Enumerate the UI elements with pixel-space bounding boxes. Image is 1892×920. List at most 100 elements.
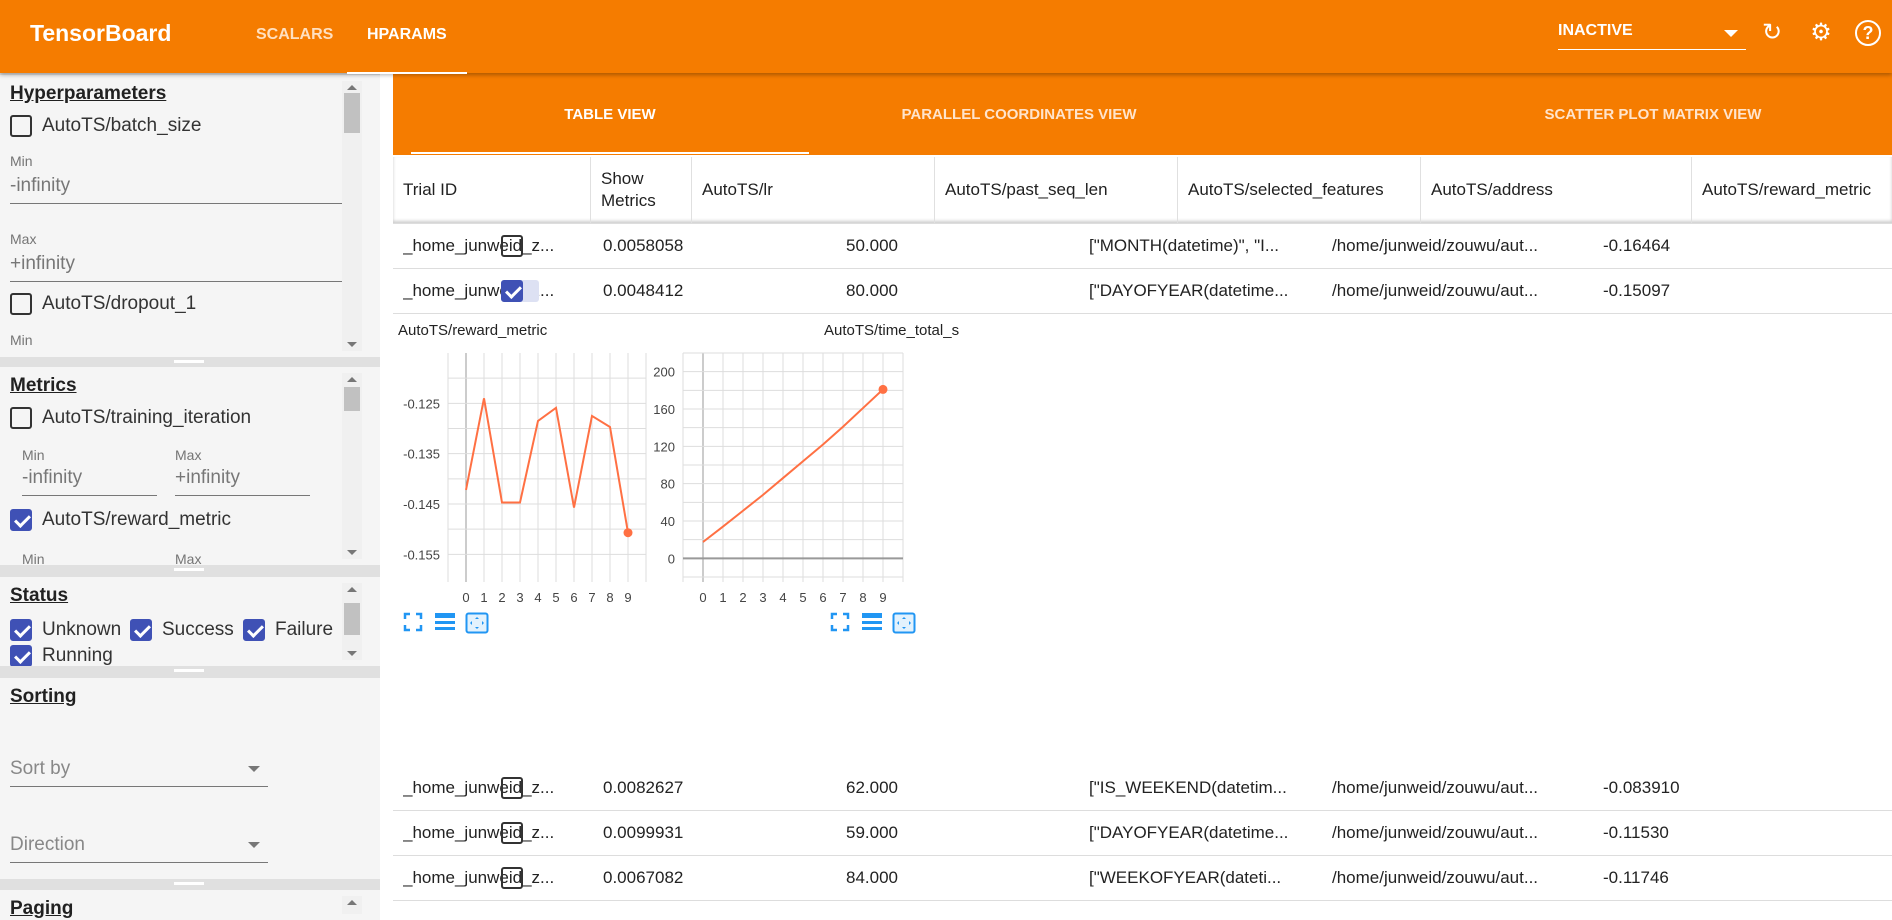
x-tick-label: 6 xyxy=(819,590,826,605)
tab-scalars[interactable]: SCALARS xyxy=(256,26,334,43)
toggle-log-scale-icon[interactable] xyxy=(434,612,456,634)
max-input[interactable]: +infinity xyxy=(175,467,310,496)
table-row[interactable] xyxy=(393,765,1892,811)
table-cell: _home_junweid_z... xyxy=(403,868,555,887)
table-cell: -0.15097 xyxy=(1603,281,1671,300)
show-metrics-checkbox[interactable] xyxy=(501,822,523,844)
direction-select[interactable]: Direction xyxy=(10,834,268,863)
y-tick-label: 40 xyxy=(661,514,675,529)
tab-table-view[interactable]: TABLE VIEW xyxy=(564,106,656,123)
top-app-bar: TensorBoard SCALARS HPARAMS INACTIVE ↻ ⚙… xyxy=(0,0,1892,74)
table-cell: 84.000 xyxy=(846,868,898,887)
chart-title: AutoTS/reward_metric xyxy=(398,322,548,339)
table-row[interactable] xyxy=(393,855,1892,901)
col-past-seq-len[interactable]: AutoTS/past_seq_len xyxy=(935,157,1178,223)
toggle-log-scale-icon[interactable] xyxy=(861,612,883,634)
active-tab-indicator xyxy=(411,152,809,154)
show-metrics-checkbox[interactable] xyxy=(501,235,523,257)
max-input[interactable]: +infinity xyxy=(10,253,348,282)
table-row[interactable] xyxy=(393,223,1892,269)
sort-by-select[interactable]: Sort by xyxy=(10,758,268,787)
min-input[interactable]: -infinity xyxy=(10,175,348,204)
min-label: Min xyxy=(10,153,33,169)
resize-handle[interactable] xyxy=(174,882,204,885)
x-tick-label: 4 xyxy=(534,590,541,605)
max-label: Max xyxy=(175,551,202,565)
x-tick-label: 0 xyxy=(462,590,469,605)
checkbox-running[interactable] xyxy=(10,645,32,666)
x-tick-label: 2 xyxy=(739,590,746,605)
col-show-metrics[interactable]: Show Metrics xyxy=(591,157,692,223)
metric-label: AutoTS/training_iteration xyxy=(42,407,252,428)
checkbox-reward-metric[interactable] xyxy=(10,509,32,531)
table-header xyxy=(393,157,1892,224)
hparam-label: AutoTS/batch_size xyxy=(42,115,202,136)
show-metrics-checkbox[interactable] xyxy=(501,777,523,799)
section-title: Hyperparameters xyxy=(10,83,167,104)
status-section: Status Unknown Success Failure Running xyxy=(0,577,380,666)
checkbox-training-iteration[interactable] xyxy=(10,407,32,429)
min-input[interactable]: -infinity xyxy=(22,467,157,496)
table-row[interactable] xyxy=(393,810,1892,856)
y-tick-label: 160 xyxy=(653,402,675,417)
table-cell: -0.11746 xyxy=(1603,868,1669,887)
checkbox-failure[interactable] xyxy=(243,619,265,641)
sidebar-resize-handle[interactable] xyxy=(385,490,388,520)
col-trial-id[interactable]: Trial ID xyxy=(393,157,591,223)
col-address[interactable]: AutoTS/address xyxy=(1421,157,1692,223)
settings-icon[interactable]: ⚙ xyxy=(1810,19,1832,46)
table-cell: -0.16464 xyxy=(1603,236,1671,255)
tab-parallel-coordinates-view[interactable]: PARALLEL COORDINATES VIEW xyxy=(901,106,1137,123)
table-cell: /home/junweid/zouwu/aut... xyxy=(1332,236,1539,255)
table-cell: /home/junweid/zouwu/aut... xyxy=(1332,281,1539,300)
help-icon[interactable]: ? xyxy=(1855,20,1881,46)
table-cell: ["IS_WEEKEND(datetim... xyxy=(1089,778,1287,797)
table-row[interactable] xyxy=(393,268,1892,314)
max-label: Max xyxy=(10,231,37,247)
dropdown-arrow-icon xyxy=(248,842,260,848)
checkbox-batch-size[interactable] xyxy=(10,115,32,137)
scrollbar[interactable] xyxy=(342,373,362,559)
refresh-icon[interactable]: ↻ xyxy=(1761,19,1783,46)
checkbox-unknown[interactable] xyxy=(10,619,32,641)
status-label: Success xyxy=(162,619,234,640)
tab-scatter-plot-matrix-view[interactable]: SCATTER PLOT MATRIX VIEW xyxy=(1544,106,1762,123)
section-title: Sorting xyxy=(10,686,77,707)
fullscreen-icon[interactable] xyxy=(403,612,425,634)
paging-section: Paging xyxy=(0,890,380,920)
y-tick-label: -0.155 xyxy=(403,547,440,562)
scrollbar[interactable] xyxy=(342,583,362,660)
show-metrics-checkbox[interactable] xyxy=(501,867,523,889)
y-tick-label: 0 xyxy=(668,551,675,566)
col-reward-metric[interactable]: AutoTS/reward_metric xyxy=(1702,180,1872,199)
run-selector[interactable]: INACTIVE xyxy=(1558,22,1746,50)
table-cell: _home_junweid_z... xyxy=(403,236,555,255)
resize-handle[interactable] xyxy=(174,669,204,672)
checkbox-dropout-1[interactable] xyxy=(10,293,32,315)
col-selected-features[interactable]: AutoTS/selected_features xyxy=(1178,157,1421,223)
x-tick-label: 9 xyxy=(624,590,631,605)
metric-label: AutoTS/reward_metric xyxy=(42,509,232,530)
table-cell: 50.000 xyxy=(846,236,898,255)
tab-hparams[interactable]: HPARAMS xyxy=(347,26,467,74)
fit-domain-icon[interactable] xyxy=(892,612,916,634)
fit-domain-icon[interactable] xyxy=(465,612,489,634)
checkbox-success[interactable] xyxy=(130,619,152,641)
resize-handle[interactable] xyxy=(174,568,204,571)
resize-handle[interactable] xyxy=(174,360,204,363)
fullscreen-icon[interactable] xyxy=(830,612,852,634)
scrollbar[interactable] xyxy=(342,81,362,351)
x-tick-label: 3 xyxy=(759,590,766,605)
dropdown-arrow-icon xyxy=(248,766,260,772)
section-title: Paging xyxy=(10,898,74,919)
view-tabs: TABLE VIEW PARALLEL COORDINATES VIEW SCA… xyxy=(393,73,1892,155)
table-cell: ["DAYOFYEAR(datetime... xyxy=(1089,281,1289,300)
col-lr[interactable]: AutoTS/lr xyxy=(692,157,935,223)
show-metrics-checkbox[interactable] xyxy=(501,280,523,302)
x-tick-label: 8 xyxy=(606,590,613,605)
scrollbar[interactable] xyxy=(342,896,362,914)
x-tick-label: 7 xyxy=(839,590,846,605)
hyperparameters-section: Hyperparameters AutoTS/batch_size Min -i… xyxy=(0,75,380,357)
table-cell: /home/junweid/zouwu/aut... xyxy=(1332,868,1539,887)
